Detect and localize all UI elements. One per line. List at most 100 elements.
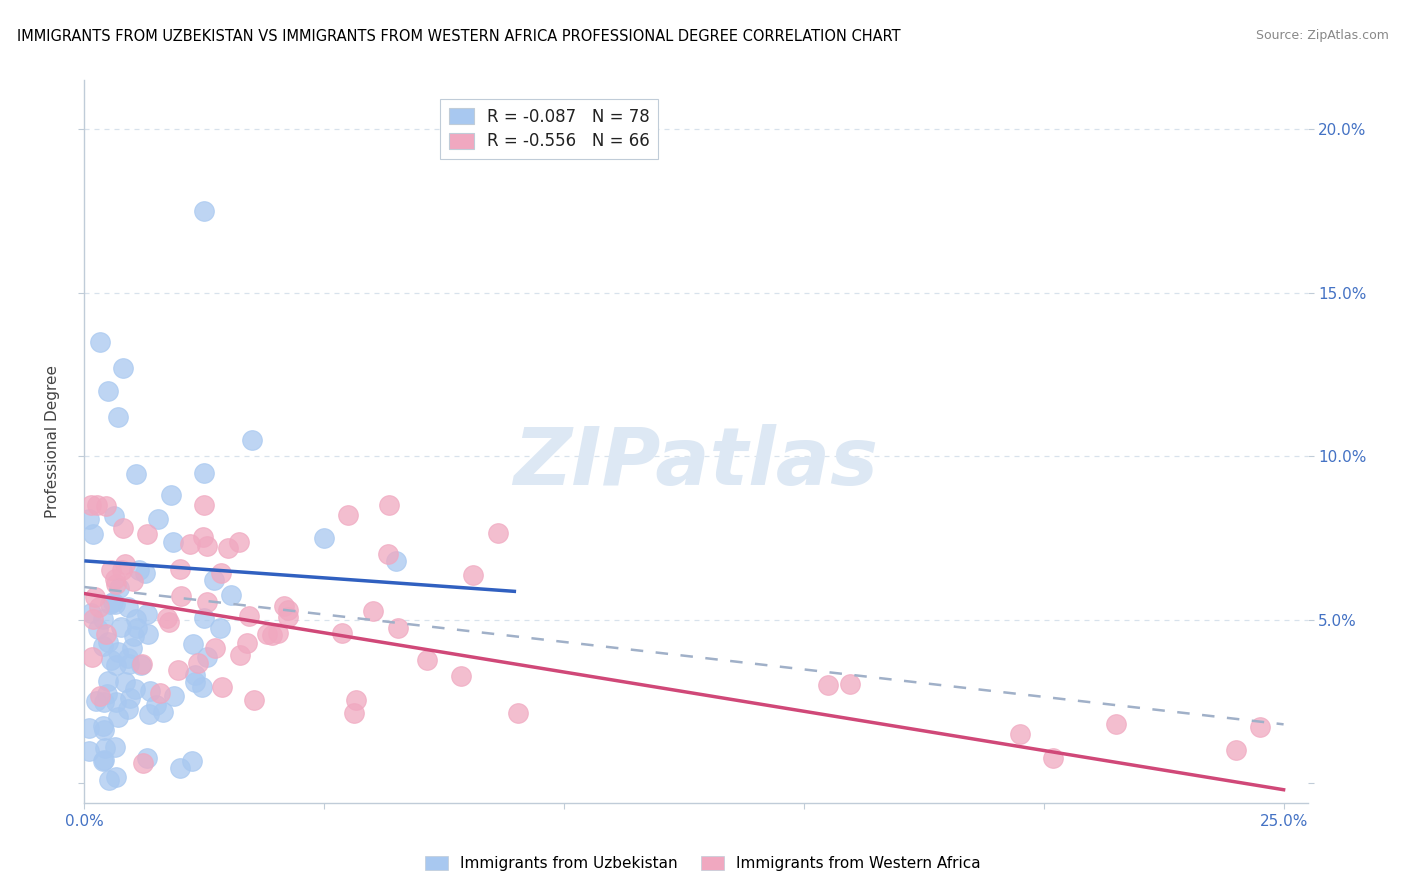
Point — [129, 658, 152, 673]
Point — [127, 622, 149, 636]
Point — [363, 604, 385, 618]
Point — [131, 657, 153, 671]
Point — [110, 620, 132, 634]
Point — [1105, 717, 1128, 731]
Point — [138, 627, 160, 641]
Point — [134, 566, 156, 580]
Point — [89, 689, 111, 703]
Point — [238, 608, 260, 623]
Point — [152, 705, 174, 719]
Point — [235, 636, 257, 650]
Point — [817, 678, 839, 692]
Point — [204, 573, 226, 587]
Point — [387, 621, 409, 635]
Point — [385, 554, 408, 568]
Point — [1249, 721, 1271, 735]
Point — [132, 756, 155, 770]
Point — [87, 600, 110, 615]
Point — [104, 770, 127, 784]
Point — [82, 649, 104, 664]
Point — [157, 615, 180, 629]
Point — [193, 466, 215, 480]
Point — [96, 687, 118, 701]
Point — [486, 526, 509, 541]
Point — [103, 509, 125, 524]
Point — [82, 612, 104, 626]
Point — [162, 535, 184, 549]
Point — [159, 488, 181, 502]
Point — [80, 498, 103, 512]
Point — [181, 637, 204, 651]
Point — [91, 754, 114, 768]
Point — [277, 610, 299, 624]
Point — [169, 761, 191, 775]
Point — [104, 740, 127, 755]
Point — [209, 566, 232, 580]
Point — [111, 361, 134, 376]
Point — [114, 675, 136, 690]
Point — [124, 612, 146, 626]
Point — [77, 721, 100, 735]
Point — [193, 611, 215, 625]
Point — [330, 625, 353, 640]
Point — [80, 606, 103, 620]
Point — [107, 645, 129, 659]
Point — [97, 674, 120, 689]
Point — [240, 433, 263, 447]
Point — [114, 558, 136, 572]
Point — [183, 674, 205, 689]
Point — [86, 623, 108, 637]
Point — [124, 681, 146, 696]
Point — [104, 577, 127, 591]
Point — [191, 680, 214, 694]
Point — [229, 648, 252, 663]
Point — [122, 629, 145, 643]
Point — [97, 384, 120, 398]
Text: ZIPatlas: ZIPatlas — [513, 425, 879, 502]
Point — [94, 627, 117, 641]
Point — [117, 650, 139, 665]
Point — [180, 754, 202, 768]
Point — [100, 563, 122, 577]
Point — [93, 723, 115, 737]
Point — [104, 572, 127, 586]
Point — [342, 706, 364, 721]
Point — [98, 597, 121, 611]
Point — [156, 611, 179, 625]
Point — [195, 539, 218, 553]
Point — [117, 702, 139, 716]
Point — [135, 750, 157, 764]
Point — [105, 694, 128, 708]
Point — [209, 621, 232, 635]
Point — [91, 639, 114, 653]
Point — [82, 527, 104, 541]
Point — [267, 626, 290, 640]
Point — [139, 684, 162, 698]
Point — [197, 595, 219, 609]
Point — [256, 627, 278, 641]
Point — [262, 628, 284, 642]
Y-axis label: Professional Degree: Professional Degree — [45, 365, 60, 518]
Point — [93, 695, 115, 709]
Point — [463, 568, 485, 582]
Point — [121, 574, 143, 588]
Point — [93, 753, 115, 767]
Point — [121, 641, 143, 656]
Text: IMMIGRANTS FROM UZBEKISTAN VS IMMIGRANTS FROM WESTERN AFRICA PROFESSIONAL DEGREE: IMMIGRANTS FROM UZBEKISTAN VS IMMIGRANTS… — [17, 29, 900, 44]
Point — [111, 521, 134, 535]
Point — [191, 530, 214, 544]
Point — [89, 334, 111, 349]
Point — [86, 694, 108, 708]
Point — [314, 531, 336, 545]
Point — [77, 744, 100, 758]
Point — [86, 498, 108, 512]
Point — [111, 563, 134, 577]
Point — [136, 607, 159, 621]
Point — [193, 498, 215, 512]
Point — [187, 657, 209, 671]
Point — [135, 527, 157, 541]
Point — [146, 512, 169, 526]
Point — [1225, 743, 1247, 757]
Point — [91, 719, 114, 733]
Point — [184, 667, 207, 681]
